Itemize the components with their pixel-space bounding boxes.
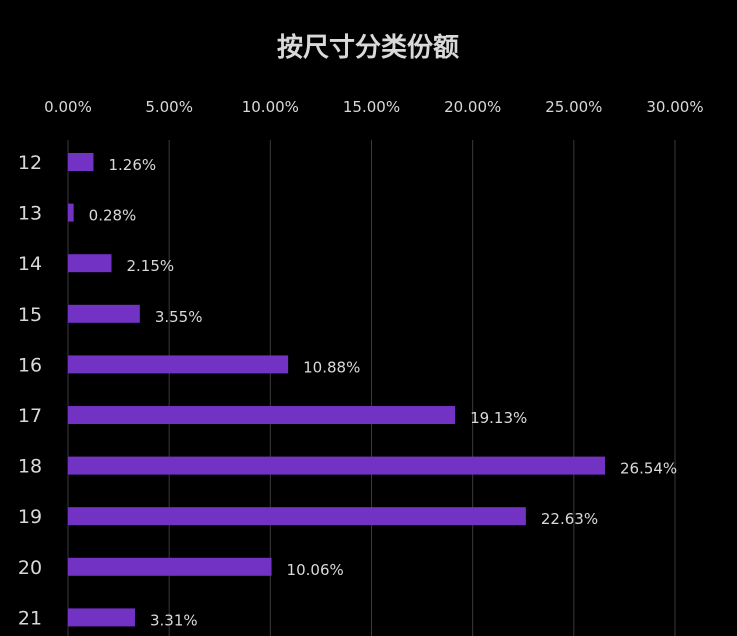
- data-label: 3.55%: [155, 308, 203, 326]
- x-tick-label: 15.00%: [343, 98, 400, 116]
- bar: [68, 608, 135, 627]
- x-tick-label: 0.00%: [44, 98, 92, 116]
- data-label: 1.26%: [108, 156, 156, 174]
- chart-title: 按尺寸分类份额: [277, 32, 459, 63]
- category-label: 12: [18, 152, 42, 174]
- bar: [68, 355, 289, 374]
- bar: [68, 203, 74, 222]
- data-label: 10.06%: [287, 561, 344, 579]
- bar: [68, 406, 456, 424]
- bar: [68, 254, 112, 273]
- bar: [68, 153, 94, 171]
- category-label: 19: [18, 506, 42, 528]
- category-label: 21: [18, 607, 42, 629]
- bar: [68, 456, 605, 475]
- data-label: 22.63%: [541, 510, 598, 528]
- category-label: 20: [18, 557, 42, 579]
- bar: [68, 304, 140, 323]
- data-label: 2.15%: [127, 257, 175, 275]
- data-label: 19.13%: [470, 409, 527, 427]
- x-tick-label: 10.00%: [242, 98, 299, 116]
- category-label: 15: [18, 304, 42, 326]
- category-label: 13: [18, 203, 42, 225]
- x-tick-label: 5.00%: [145, 98, 193, 116]
- x-tick-label: 20.00%: [444, 98, 501, 116]
- bar: [68, 557, 272, 576]
- category-label: 18: [18, 456, 42, 478]
- data-label: 10.88%: [303, 358, 360, 376]
- bar: [68, 507, 526, 526]
- data-label: 26.54%: [620, 460, 677, 478]
- category-label: 14: [18, 253, 42, 275]
- data-label: 0.28%: [89, 207, 137, 225]
- data-label: 3.31%: [150, 611, 198, 629]
- x-tick-label: 30.00%: [646, 98, 703, 116]
- category-label: 16: [18, 354, 42, 376]
- category-label: 17: [18, 405, 42, 427]
- x-tick-label: 25.00%: [545, 98, 602, 116]
